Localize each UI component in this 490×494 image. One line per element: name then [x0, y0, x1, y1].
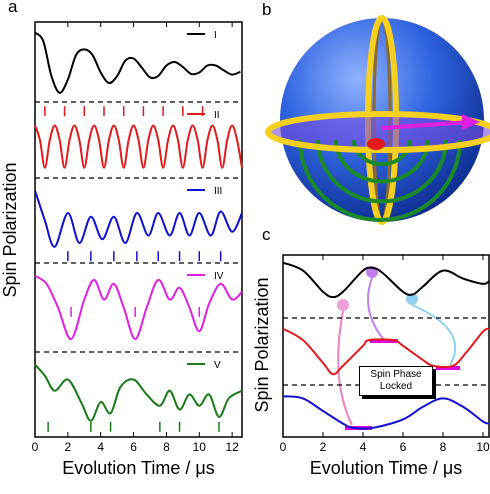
x-axis-title: Evolution Time / μs — [62, 458, 214, 478]
x-tick-label: 12 — [225, 440, 239, 454]
x-tick-label: 6 — [400, 440, 407, 454]
series-line — [34, 124, 243, 169]
series-line — [34, 363, 243, 422]
plot-frame — [34, 21, 243, 438]
x-tick-label: 0 — [280, 440, 287, 454]
legend-label: III — [214, 186, 222, 197]
panel-label: c — [262, 225, 271, 244]
series-line — [282, 261, 490, 299]
legend-label: II — [214, 110, 220, 121]
plot-frame — [282, 254, 490, 438]
x-tick-label: 4 — [360, 440, 367, 454]
panel-label: b — [262, 0, 271, 19]
annotation: Spin Phase Locked — [359, 366, 433, 396]
legend-label: IV — [214, 271, 224, 282]
x-axis-title: Evolution Time / μs — [310, 458, 462, 478]
x-tick-label: 8 — [163, 440, 170, 454]
legend-label: V — [214, 360, 221, 371]
legend-label: I — [214, 30, 217, 41]
x-tick-label: 10 — [476, 440, 490, 454]
x-tick-label: 10 — [193, 440, 207, 454]
y-axis-title: Spin Polarization — [0, 162, 20, 297]
y-axis-title: Spin Polarization — [252, 277, 272, 412]
bloch-sphere — [265, 15, 490, 225]
x-tick-label: 4 — [97, 440, 104, 454]
panel-label: a — [8, 0, 18, 16]
series-line — [282, 395, 490, 430]
x-tick-label: 2 — [320, 440, 327, 454]
series-line — [34, 275, 243, 341]
series-line — [282, 327, 490, 376]
x-tick-label: 2 — [65, 440, 72, 454]
series-line — [34, 190, 243, 248]
x-tick-label: 6 — [130, 440, 137, 454]
x-tick-label: 0 — [32, 440, 39, 454]
series-line — [34, 31, 241, 94]
panel-c-decoration — [337, 266, 460, 430]
x-tick-label: 8 — [440, 440, 447, 454]
